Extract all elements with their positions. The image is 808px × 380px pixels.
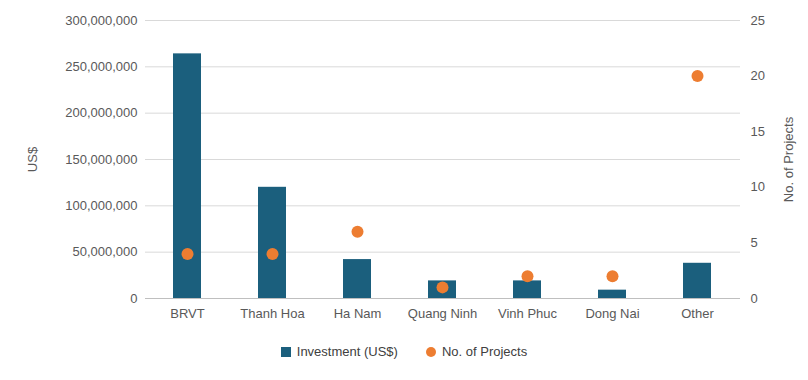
svg-text:Other: Other: [681, 306, 714, 321]
svg-text:250,000,000: 250,000,000: [65, 59, 137, 74]
html-text:Investment (US$): Investment (US$): [296, 344, 398, 359]
svg-text:200,000,000: 200,000,000: [65, 105, 137, 120]
svg-text:0: 0: [751, 291, 758, 306]
svg-text:20: 20: [751, 68, 765, 83]
svg-text:Vinh Phuc: Vinh Phuc: [498, 306, 558, 321]
svg-text:10: 10: [751, 179, 765, 194]
svg-text:0: 0: [130, 291, 137, 306]
svg-text:Dong Nai: Dong Nai: [585, 306, 639, 321]
svg-text:300,000,000: 300,000,000: [65, 13, 137, 28]
svg-text:US$: US$: [25, 146, 40, 172]
svg-text:BRVT: BRVT: [170, 306, 204, 321]
svg-text:50,000,000: 50,000,000: [72, 244, 137, 259]
html-text:No. of Projects: No. of Projects: [441, 344, 528, 359]
svg-text:150,000,000: 150,000,000: [65, 152, 137, 167]
svg-text:100,000,000: 100,000,000: [65, 198, 137, 213]
svg-text:No. of Projects: No. of Projects: [781, 116, 796, 202]
svg-text:15: 15: [751, 124, 765, 139]
svg-text:Ha Nam: Ha Nam: [334, 306, 382, 321]
svg-text:Thanh Hoa: Thanh Hoa: [240, 306, 305, 321]
svg-text:25: 25: [751, 13, 765, 28]
svg-text:5: 5: [751, 235, 758, 250]
svg-text:Quang Ninh: Quang Ninh: [408, 306, 477, 321]
